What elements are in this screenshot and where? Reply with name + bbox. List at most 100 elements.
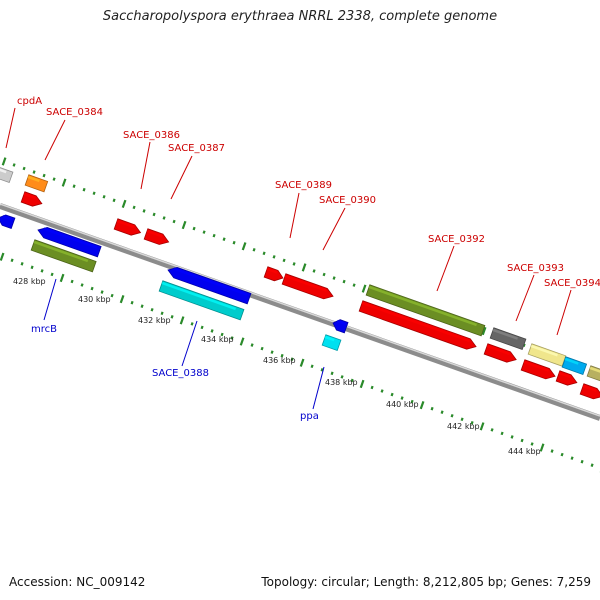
gene-cyan-0394 xyxy=(561,356,588,376)
gene-sace0389 xyxy=(263,266,284,282)
inner-tick xyxy=(390,392,394,397)
gene-labels: cpdA SACE_0384 SACE_0386 SACE_0387 SACE_… xyxy=(17,96,600,422)
inner-tick xyxy=(250,343,254,347)
inner-tick xyxy=(510,435,514,439)
gene-cpda-orange xyxy=(24,174,49,193)
inner-tick xyxy=(80,283,84,287)
gene-label-SACE_0384: SACE_0384 xyxy=(46,107,103,118)
inner-tick xyxy=(210,329,214,333)
outer-tick xyxy=(301,263,307,272)
inner-tick xyxy=(130,300,134,305)
outer-tick xyxy=(142,209,146,213)
inner-tick xyxy=(410,399,414,404)
inner-tick xyxy=(430,406,434,411)
outer-tick xyxy=(32,170,36,174)
scale-label-444: 444 kbp xyxy=(508,447,541,456)
outer-tick xyxy=(181,220,187,230)
outer-tick xyxy=(322,272,326,277)
inner-tick xyxy=(59,273,65,283)
gene-label-mrcB: mrcB xyxy=(31,324,57,335)
inner-tick xyxy=(260,346,264,351)
inner-tick xyxy=(239,337,245,346)
inner-tick xyxy=(40,269,44,273)
outer-tick xyxy=(272,255,276,259)
gene-label-ppa: ppa xyxy=(300,411,319,422)
gene-mrcb xyxy=(37,227,102,258)
inner-tick xyxy=(580,459,584,464)
gene-label-SACE_0392: SACE_0392 xyxy=(428,234,485,245)
inner-tick xyxy=(560,452,564,457)
outer-tick xyxy=(42,173,46,178)
leader-mrcb xyxy=(43,278,57,321)
inner-tick xyxy=(140,304,144,308)
leader-sace0388 xyxy=(181,320,198,367)
outer-tick xyxy=(132,205,136,210)
label-leaders xyxy=(5,107,572,410)
gene-label-SACE_0393: SACE_0393 xyxy=(507,263,564,274)
leader-sace0389 xyxy=(289,192,300,239)
gene-ppa-cyan xyxy=(321,334,342,352)
inner-tick xyxy=(200,325,204,330)
outer-tick xyxy=(312,269,316,273)
inner-tick xyxy=(170,315,174,319)
outer-tick xyxy=(222,237,226,241)
gene-sace0392 xyxy=(365,284,486,337)
gene-red-0392 xyxy=(358,300,477,350)
inner-tick xyxy=(70,279,74,284)
gene-red-0394b xyxy=(555,370,578,386)
outer-tick xyxy=(12,163,16,167)
inner-tick xyxy=(490,428,494,432)
gene-blue-0388 xyxy=(167,267,252,305)
leader-sace0384 xyxy=(44,119,66,161)
inner-tick xyxy=(350,378,354,383)
outer-tick xyxy=(152,212,156,217)
gene-label-SACE_0389: SACE_0389 xyxy=(275,180,332,191)
gene-sace0390 xyxy=(281,273,334,300)
inner-tick xyxy=(340,375,344,379)
inner-tick xyxy=(590,463,594,467)
outer-tick xyxy=(241,242,247,251)
outer-tick xyxy=(282,258,286,263)
inner-tick xyxy=(550,449,554,453)
gene-red-right xyxy=(579,383,600,400)
gene-olive-mrcb xyxy=(30,239,97,273)
outer-tick xyxy=(481,326,487,336)
inner-tick xyxy=(179,316,185,325)
gene-gray-left xyxy=(0,166,14,184)
map-title: Saccharopolyspora erythraea NRRL 2338, c… xyxy=(102,9,498,24)
inner-tick xyxy=(359,379,365,389)
outer-tick xyxy=(1,157,7,166)
leader-cpda xyxy=(5,107,16,149)
inner-tick xyxy=(470,421,474,425)
outer-tick xyxy=(192,226,196,231)
inner-tick xyxy=(270,350,274,354)
gene-blue-left xyxy=(0,214,16,230)
scale-label-442: 442 kbp xyxy=(447,422,480,431)
inner-tick xyxy=(160,311,164,316)
inner-tick xyxy=(220,332,224,337)
leader-sace0394 xyxy=(556,289,572,336)
inner-tick xyxy=(450,413,454,418)
gene-label-cpdA: cpdA xyxy=(17,96,42,107)
outer-tick xyxy=(92,191,96,196)
inner-tick xyxy=(20,262,24,266)
gene-features xyxy=(0,166,600,400)
inner-tick xyxy=(10,258,14,263)
gene-olive-right xyxy=(586,365,600,384)
gene-red-left xyxy=(20,191,43,207)
leader-ppa xyxy=(312,366,325,410)
gene-label-SACE_0390: SACE_0390 xyxy=(319,195,376,206)
outer-tick xyxy=(72,184,76,188)
gene-sace0386 xyxy=(113,218,142,236)
inner-tick xyxy=(570,456,574,460)
outer-tick xyxy=(292,262,296,266)
inner-tick xyxy=(30,265,34,270)
inner-tick xyxy=(539,443,545,452)
inner-tick xyxy=(230,336,234,340)
scale-label-428: 428 kbp xyxy=(13,277,46,286)
outer-tick xyxy=(82,187,86,192)
gene-red-0393 xyxy=(483,343,517,363)
outer-tick xyxy=(232,240,236,245)
topology-summary: Topology: circular; Length: 8,212,805 bp… xyxy=(261,575,591,589)
scale-labels: 428 kbp 430 kbp 432 kbp 434 kbp 436 kbp … xyxy=(13,277,541,456)
